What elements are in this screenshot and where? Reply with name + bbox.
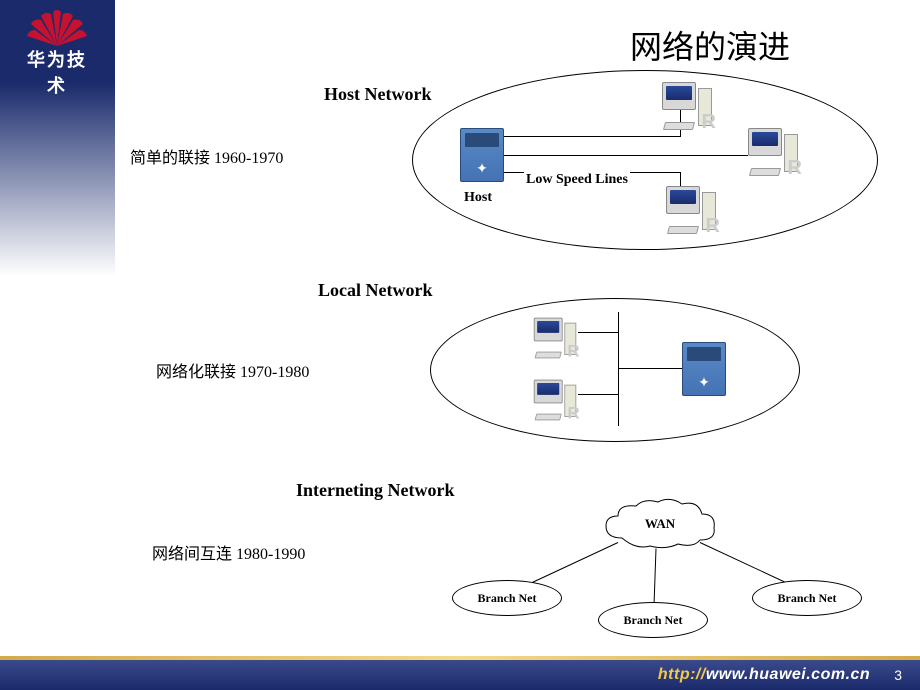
branch-net-oval: Branch Net bbox=[752, 580, 862, 616]
sidebar bbox=[0, 0, 115, 690]
section3-label: 网络间互连 1980-1990 bbox=[152, 540, 305, 564]
section2-label: 网络化联接 1970-1980 bbox=[156, 358, 309, 382]
slide-title: 网络的演进 bbox=[520, 22, 900, 68]
line-host-t2 bbox=[504, 155, 748, 156]
logo-fan-icon bbox=[27, 6, 87, 46]
bus-host bbox=[618, 368, 682, 369]
section2-heading: Local Network bbox=[318, 280, 432, 301]
bus-t2 bbox=[578, 394, 618, 395]
section1-heading: Host Network bbox=[324, 84, 431, 105]
terminal-icon: R bbox=[748, 128, 798, 176]
host-label: Host bbox=[464, 190, 492, 206]
switch-device-icon: ✦ bbox=[682, 342, 726, 396]
edge-wan-b2 bbox=[653, 548, 656, 606]
terminal-icon: R bbox=[666, 186, 716, 234]
footer-url: http://www.huawei.com.cn bbox=[658, 666, 870, 684]
terminal-icon: R bbox=[534, 318, 577, 359]
section3-heading: Interneting Network bbox=[296, 480, 454, 501]
section2-oval bbox=[430, 298, 800, 442]
footer-gold-strip bbox=[0, 656, 920, 660]
bus-vertical bbox=[618, 312, 619, 426]
line-host-t1a bbox=[504, 136, 680, 137]
footer-bar: http://www.huawei.com.cn 3 bbox=[0, 660, 920, 690]
logo-text: 华为技术 bbox=[18, 46, 96, 98]
page-number: 3 bbox=[894, 667, 902, 683]
branch-net-oval: Branch Net bbox=[452, 580, 562, 616]
bus-t1 bbox=[578, 332, 618, 333]
host-device-icon: ✦ bbox=[460, 128, 504, 182]
branch-net-oval: Branch Net bbox=[598, 602, 708, 638]
section1-label: 简单的联接 1960-1970 bbox=[130, 144, 283, 168]
low-speed-label: Low Speed Lines bbox=[524, 172, 630, 188]
wan-label: WAN bbox=[600, 516, 720, 532]
huawei-logo: 华为技术 bbox=[18, 6, 96, 98]
terminal-icon: R bbox=[662, 82, 712, 130]
terminal-icon: R bbox=[534, 380, 577, 421]
